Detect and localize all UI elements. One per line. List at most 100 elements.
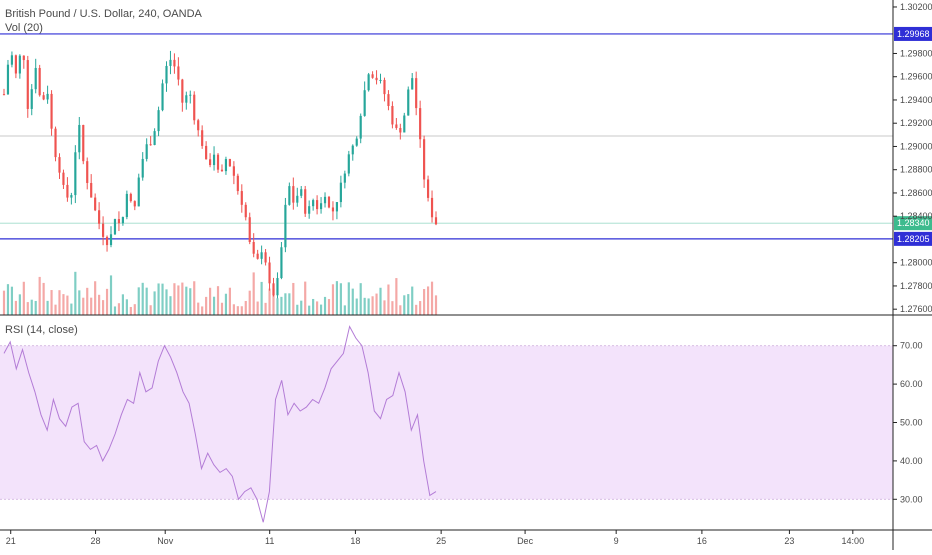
- rsi-line: [3, 325, 437, 523]
- volume-bar: [38, 276, 41, 315]
- volume-bar: [212, 296, 216, 315]
- candle-body: [66, 184, 69, 198]
- volume-bar: [54, 304, 57, 315]
- volume-bar: [173, 283, 176, 315]
- volume-bar: [10, 286, 14, 315]
- candle-body: [232, 166, 235, 176]
- candle-body: [260, 252, 263, 259]
- candle-body: [197, 120, 200, 131]
- volume-bar: [339, 283, 342, 315]
- candle-body: [62, 172, 65, 185]
- candle-body: [117, 219, 121, 224]
- volume-bar: [121, 294, 124, 315]
- volume-layer: [2, 271, 438, 315]
- volume-bar: [113, 306, 117, 315]
- volume-bar: [224, 293, 228, 315]
- volume-bar: [319, 304, 323, 315]
- volume-bar: [399, 305, 402, 315]
- volume-bar: [268, 288, 271, 315]
- volume-bar: [343, 305, 346, 315]
- volume-bar: [272, 288, 275, 315]
- volume-bar: [244, 300, 247, 315]
- candle-body: [244, 204, 247, 218]
- candle-body: [6, 64, 10, 95]
- volume-bar: [426, 286, 430, 315]
- date-tick-label: Dec: [517, 536, 534, 546]
- date-tick-label: 28: [91, 536, 101, 546]
- candle-body: [308, 206, 311, 214]
- candle-body: [173, 59, 176, 67]
- candle-body: [423, 139, 426, 180]
- volume-bar: [284, 293, 287, 315]
- volume-bar: [411, 286, 414, 315]
- candle-body: [141, 158, 144, 178]
- candle-body: [343, 173, 346, 183]
- candle-body: [220, 169, 224, 172]
- volume-bar: [6, 284, 10, 315]
- volume-bar: [157, 283, 160, 315]
- volume-bar: [415, 304, 418, 315]
- candle-body: [403, 115, 406, 133]
- candle-body: [387, 94, 390, 106]
- volume-bar: [248, 290, 251, 315]
- volume-bar: [137, 287, 140, 315]
- volume-bar: [201, 306, 204, 315]
- candle-body: [46, 93, 49, 100]
- volume-bar: [42, 282, 45, 315]
- volume-bar: [304, 281, 307, 315]
- date-tick-label: 14:00: [842, 536, 865, 546]
- volume-bar: [367, 298, 370, 315]
- candle-body: [22, 55, 25, 61]
- candle-body: [181, 79, 184, 103]
- price-tick-label: 1.28000: [900, 258, 932, 268]
- rsi-band: [0, 345, 893, 500]
- candle-body: [121, 217, 124, 224]
- candle-body: [2, 94, 6, 96]
- price-tick-label: 1.28400: [900, 211, 932, 221]
- volume-bar: [308, 305, 311, 315]
- candle-body: [335, 202, 339, 212]
- candle-body: [216, 154, 220, 170]
- candle-body: [415, 78, 418, 109]
- candle-body: [323, 196, 327, 204]
- candle-body: [209, 159, 212, 166]
- volume-bar: [240, 306, 243, 315]
- volume-bar: [149, 305, 152, 315]
- volume-bar: [216, 286, 220, 315]
- candle-body: [86, 161, 89, 183]
- candle-body: [371, 74, 374, 78]
- last-price-tag: [894, 216, 932, 231]
- price-tick-label: 1.29400: [900, 95, 932, 105]
- date-tick-label: 23: [784, 536, 794, 546]
- candle-body: [109, 234, 113, 246]
- volume-bar: [169, 296, 172, 315]
- last-price-label: 1.28340: [897, 218, 930, 228]
- price-tick-label: 1.29200: [900, 118, 932, 128]
- axis-layer: 1.30200 1.29800 1.29600 1.29400 1.29200 1.290…: [6, 2, 932, 546]
- volume-bar: [419, 301, 422, 315]
- volume-bar: [423, 289, 426, 315]
- candle-body: [34, 67, 37, 90]
- candle-body: [339, 182, 342, 203]
- candle-body: [145, 144, 148, 159]
- volume-bar: [292, 282, 295, 315]
- candle-body: [78, 124, 81, 153]
- date-tick-label: 18: [350, 536, 360, 546]
- candle-body: [292, 186, 295, 203]
- candle-body: [264, 252, 267, 263]
- volume-bar: [300, 300, 303, 315]
- volume-bar: [30, 299, 33, 315]
- horizontal-lines: 1.29968 1.28205 1.28340: [0, 26, 932, 246]
- candle-body: [212, 154, 216, 166]
- volume-bar: [335, 281, 339, 315]
- candle-body: [355, 138, 358, 146]
- candle-body: [419, 108, 422, 140]
- volume-bar: [236, 306, 239, 315]
- candle-body: [276, 278, 279, 296]
- volume-bar: [161, 283, 164, 315]
- candle-body: [90, 182, 93, 198]
- volume-bar: [387, 284, 390, 315]
- volume-bar: [331, 284, 335, 315]
- candle-body: [399, 127, 402, 133]
